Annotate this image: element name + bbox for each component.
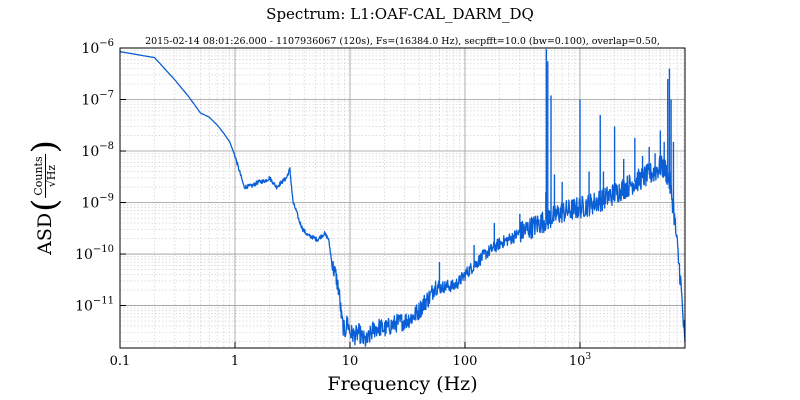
x-tick-label: 0.1 [110,354,131,369]
y-tick-label: 10−10 [75,244,114,263]
y-tick-label: 10−9 [81,193,114,212]
asd-series-line [119,50,686,347]
y-axis-label-numerator: Counts [31,154,46,198]
y-axis-label-denominator: √Hz [44,164,58,188]
x-tick-label: 103 [569,352,592,369]
y-axis-label: ASD ( Counts √Hz ) [25,140,65,255]
x-tick-label: 10 [342,354,359,369]
plot-frame [119,47,686,349]
y-tick-label: 10−6 [81,38,114,57]
y-tick-label: 10−7 [81,90,114,109]
y-axis-label-prefix: ASD [34,212,56,255]
chart-subtitle: 2015-02-14 08:01:26.000 - 1107936067 (12… [145,36,660,47]
chart-title: Spectrum: L1:OAF-CAL_DARM_DQ [266,5,534,23]
x-axis-label: Frequency (Hz) [327,373,478,395]
y-tick-label: 10−11 [75,296,114,315]
x-tick-label: 100 [453,354,478,369]
x-tick-label: 1 [231,354,239,369]
y-tick-label: 10−8 [81,141,114,160]
